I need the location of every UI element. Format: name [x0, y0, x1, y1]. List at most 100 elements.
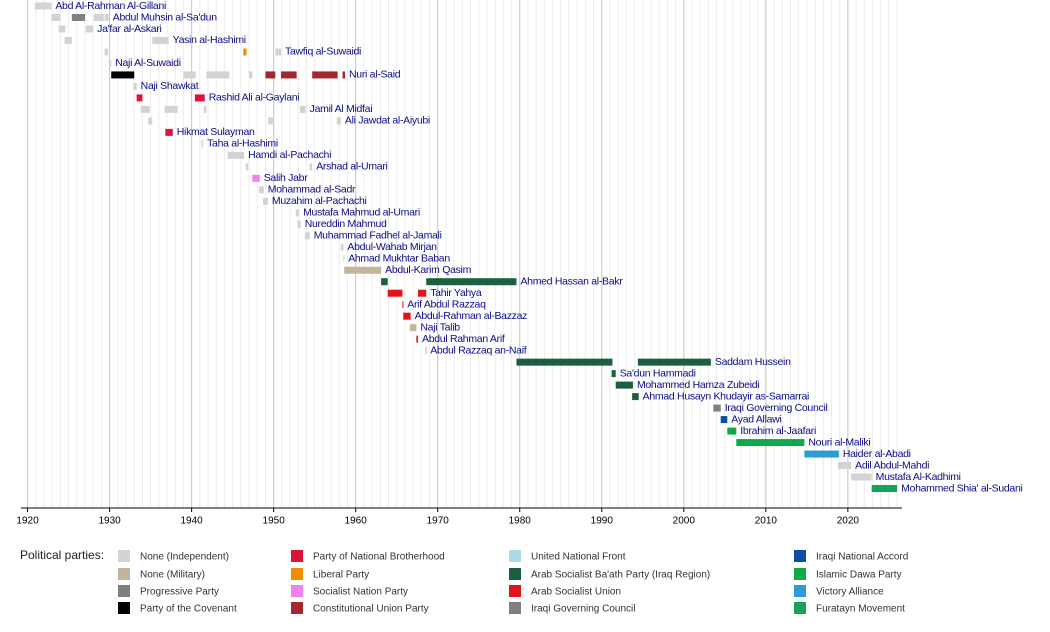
prime-minister-label: Mohammad al-Sadr [268, 184, 356, 196]
legend-swatch [291, 550, 303, 562]
term-bar [249, 71, 253, 79]
legend-swatch [118, 568, 130, 580]
term-bar [637, 358, 711, 366]
prime-minister-label: Mustafa Mahmud al-Umari [303, 207, 420, 219]
prime-minister-label: Muhammad Fadhel al-Jamali [314, 230, 442, 242]
prime-minister-label: Naji Al-Suwaidi [115, 57, 181, 69]
legend-label: Liberal Party [313, 570, 369, 581]
legend-swatch [291, 568, 303, 580]
x-tick-label: 1950 [263, 516, 286, 527]
legend-label: None (Independent) [140, 552, 229, 563]
term-bar [206, 71, 230, 79]
prime-minister-label: Ali Jawdat al-Aiyubi [345, 115, 430, 127]
legend-label: Arab Socialist Union [531, 587, 621, 598]
prime-minister-label: Nureddin Mahmud [305, 218, 387, 230]
prime-minister-label: Adil Abdul-Mahdi [855, 459, 929, 471]
legend-label: Furatayn Movement [816, 604, 905, 615]
term-bar [304, 232, 310, 240]
prime-minister-label: Naji Shawkat [141, 80, 199, 92]
legend-swatch [794, 602, 806, 614]
term-bar [245, 163, 249, 171]
legend-swatch [291, 585, 303, 597]
prime-minister-label: Abd Al-Rahman Al-Gillani [55, 0, 166, 12]
prime-minister-label: Iraqi Governing Council [725, 402, 828, 414]
prime-minister-label: Ibrahim al-Jaafari [740, 425, 816, 437]
legend-label: Progressive Party [140, 587, 219, 598]
term-bar [275, 48, 282, 56]
prime-minister-label: Arshad al-Umari [316, 161, 387, 173]
term-bar [262, 197, 268, 205]
prime-minister-label: Mustafa Al-Kadhimi [876, 471, 961, 483]
term-bar [194, 94, 205, 102]
x-tick-label: 1960 [345, 516, 368, 527]
prime-minister-label: Tawfiq al-Suwaidi [285, 46, 361, 58]
term-bar [94, 13, 104, 21]
prime-minister-label: Naji Talib [420, 321, 460, 333]
term-bar [804, 450, 839, 458]
x-tick-label: 2000 [673, 516, 696, 527]
legend-label: Socialist Nation Party [313, 587, 408, 598]
term-bar [838, 462, 852, 470]
legend-swatch [509, 550, 521, 562]
term-bar [148, 117, 153, 125]
term-bar [258, 186, 264, 194]
term-bar [309, 163, 313, 171]
prime-minister-label: Abdul-Rahman al-Bazzaz [415, 310, 528, 322]
term-bar [344, 266, 382, 274]
term-bar [342, 71, 346, 79]
legend-swatch [118, 585, 130, 597]
prime-minister-label: Sa'dun Hammadi [620, 367, 696, 379]
term-bar [183, 71, 196, 79]
term-bar [409, 324, 417, 332]
term-bar [136, 94, 143, 102]
prime-minister-label: Taha al-Hashimi [207, 138, 278, 150]
term-bar [140, 105, 150, 113]
legend-label: Victory Alliance [816, 587, 884, 598]
term-bar [425, 347, 427, 355]
legend-swatch [794, 550, 806, 562]
legend-label: Arab Socialist Ba'ath Party (Iraq Region… [531, 570, 710, 581]
prime-minister-label: Yasin al-Hashimi [173, 34, 246, 46]
term-bar [632, 393, 639, 401]
x-tick-label: 1970 [427, 516, 450, 527]
term-bar [516, 358, 613, 366]
term-bar [111, 71, 135, 79]
term-bar [336, 117, 341, 125]
term-bar [85, 25, 94, 33]
term-bar [611, 370, 616, 378]
term-bar [51, 13, 61, 21]
prime-minister-label: Nouri al-Maliki [808, 436, 870, 448]
term-bar [727, 427, 737, 435]
x-tick-label: 1940 [180, 516, 203, 527]
term-bar [297, 220, 301, 228]
term-bar [403, 312, 411, 320]
term-bar [133, 82, 137, 90]
prime-minister-label: Salih Jabr [264, 172, 308, 184]
term-bar [381, 278, 388, 286]
prime-minister-label: Tahir Yahya [430, 287, 482, 299]
legend-swatch [509, 568, 521, 580]
prime-minister-label: Abdul Razzaq an-Naif [430, 344, 527, 356]
term-bar [387, 289, 403, 297]
x-tick-label: 1980 [509, 516, 532, 527]
prime-minister-label: Hikmat Sulayman [177, 126, 255, 138]
x-tick-label: 1990 [591, 516, 614, 527]
term-bar [299, 105, 306, 113]
x-tick-label: 2020 [837, 516, 860, 527]
term-bar [104, 48, 108, 56]
legend-label: Constitutional Union Party [313, 604, 429, 615]
term-bar [164, 105, 178, 113]
legend-label: Islamic Dawa Party [816, 570, 902, 581]
term-bar [58, 25, 66, 33]
prime-minister-label: Ja'far al-Askari [97, 23, 161, 35]
prime-minister-label: Abdul Muhsin al-Sa'dun [113, 11, 217, 23]
prime-minister-label: Mohammed Shia' al-Sudani [901, 482, 1022, 494]
term-bar [267, 117, 273, 125]
term-bar [104, 13, 109, 21]
prime-minister-label: Ahmed Hassan al-Bakr [520, 276, 623, 288]
term-bar [426, 278, 517, 286]
prime-minister-label: Saddam Hussein [715, 356, 791, 368]
term-bar [201, 140, 204, 148]
